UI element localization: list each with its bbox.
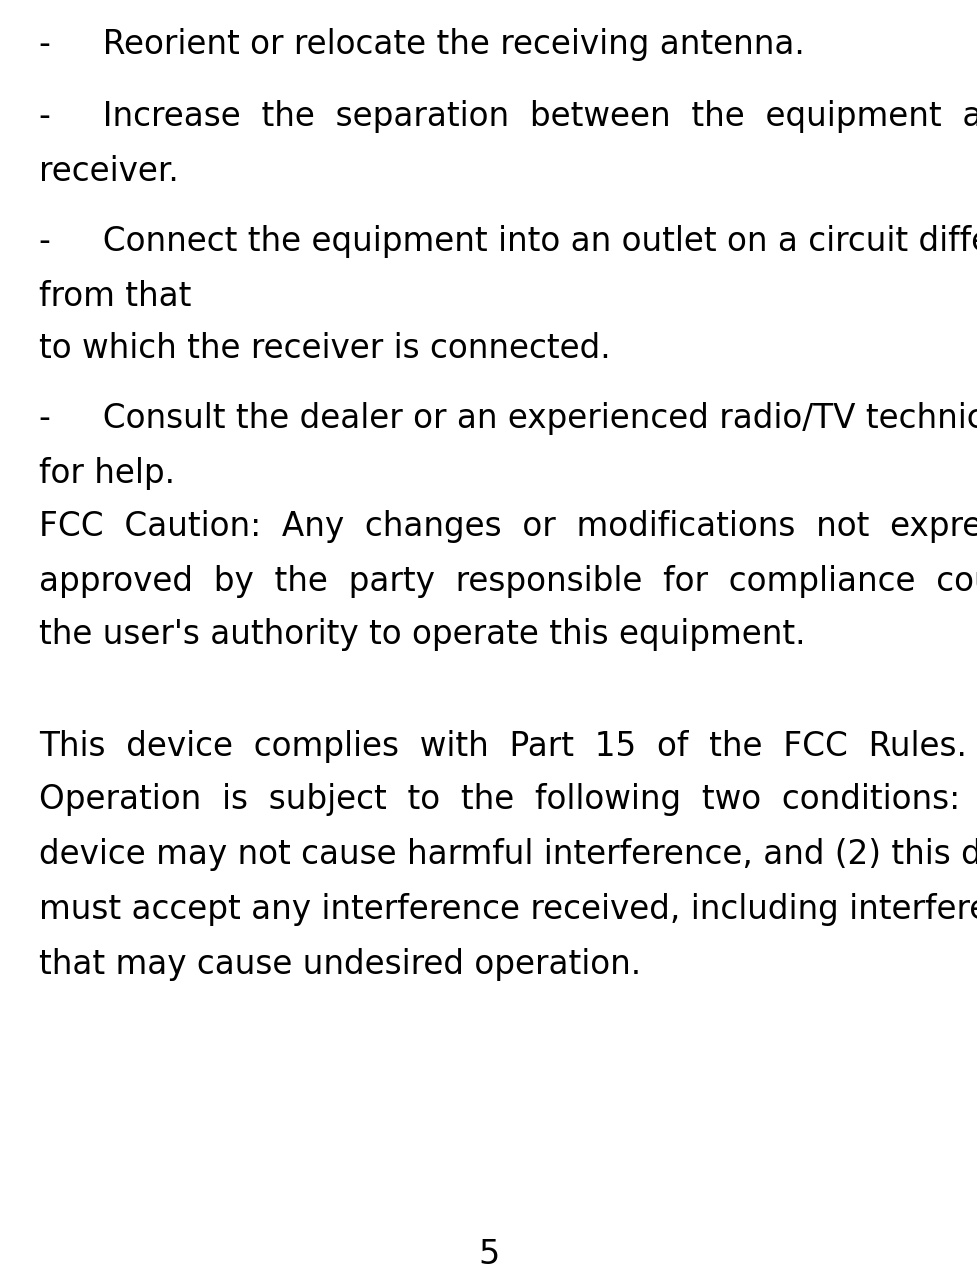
Text: device may not cause harmful interference, and (2) this device: device may not cause harmful interferenc… xyxy=(39,838,977,871)
Text: -     Reorient or relocate the receiving antenna.: - Reorient or relocate the receiving ant… xyxy=(39,28,804,60)
Text: -     Consult the dealer or an experienced radio/TV technician: - Consult the dealer or an experienced r… xyxy=(39,403,977,435)
Text: 5: 5 xyxy=(478,1238,499,1271)
Text: that may cause undesired operation.: that may cause undesired operation. xyxy=(39,948,641,981)
Text: must accept any interference received, including interference: must accept any interference received, i… xyxy=(39,892,977,926)
Text: from that: from that xyxy=(39,280,191,312)
Text: receiver.: receiver. xyxy=(39,156,179,188)
Text: -     Increase  the  separation  between  the  equipment  and: - Increase the separation between the eq… xyxy=(39,100,977,132)
Text: -     Connect the equipment into an outlet on a circuit different: - Connect the equipment into an outlet o… xyxy=(39,225,977,258)
Text: approved  by  the  party  responsible  for  compliance  could  void: approved by the party responsible for co… xyxy=(39,565,977,598)
Text: the user's authority to operate this equipment.: the user's authority to operate this equ… xyxy=(39,619,805,651)
Text: for help.: for help. xyxy=(39,457,175,490)
Text: FCC  Caution:  Any  changes  or  modifications  not  expressly: FCC Caution: Any changes or modification… xyxy=(39,511,977,543)
Text: Operation  is  subject  to  the  following  two  conditions:  (1)  This: Operation is subject to the following tw… xyxy=(39,783,977,817)
Text: to which the receiver is connected.: to which the receiver is connected. xyxy=(39,332,610,365)
Text: This  device  complies  with  Part  15  of  the  FCC  Rules.: This device complies with Part 15 of the… xyxy=(39,730,966,763)
